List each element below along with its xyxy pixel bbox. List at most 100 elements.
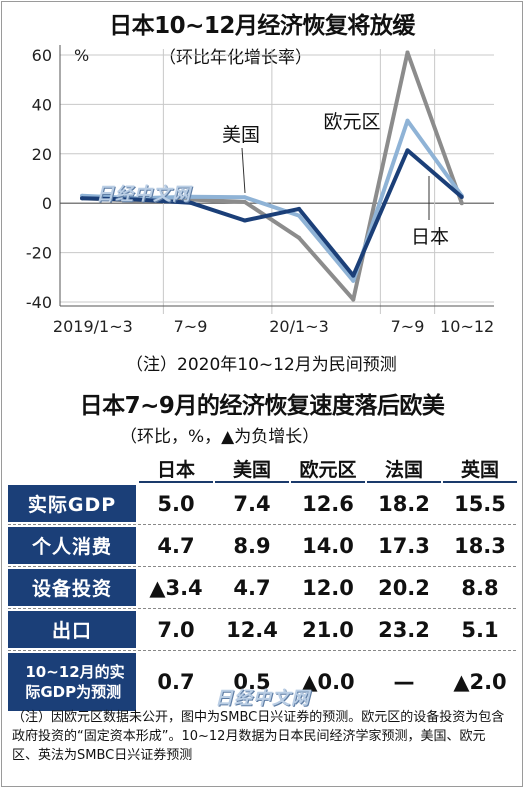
data-point (351, 273, 356, 278)
row-label: 个人消费 (8, 527, 136, 564)
y-tick-label: 20 (32, 145, 52, 164)
table-cell: 20.2 (378, 575, 430, 600)
table-cell: 0.7 (157, 669, 195, 694)
row-label: 实际GDP (8, 485, 136, 522)
table-cell: 0.5 (233, 669, 271, 694)
y-tick-label: 40 (32, 95, 52, 114)
table-cell: ▲0.0 (301, 669, 355, 694)
col-header: 欧元区 (299, 459, 357, 481)
row-label: 10~12月的实 际GDP为预测 (8, 653, 136, 711)
header-underline (291, 481, 365, 483)
table-cell: 18.3 (454, 533, 506, 558)
col-header: 日本 (156, 459, 195, 481)
row-divider (8, 608, 516, 609)
col-header: 法国 (384, 459, 423, 481)
series-label: 美国 (222, 124, 260, 146)
grid-layer (60, 49, 494, 314)
table-cell: 12.0 (302, 575, 354, 600)
data-point (459, 201, 464, 206)
table-cell: 17.3 (378, 533, 430, 558)
series-label: 日本 (411, 226, 449, 248)
y-tick-label: -20 (26, 244, 52, 263)
table-cell: 4.7 (157, 533, 195, 558)
table-cell: 12.4 (226, 617, 278, 642)
table-header-row: 日本 美国 欧元区 法国 英国 (8, 455, 517, 483)
table-cell: 8.9 (233, 533, 271, 558)
y-tick-label: 0 (42, 194, 52, 213)
y-unit-label: % (74, 46, 89, 65)
x-tick-label: 20/1~3 (269, 317, 329, 336)
header-underline (443, 481, 517, 483)
data-point (351, 297, 356, 302)
x-tick-label: 2019/1~3 (53, 317, 133, 336)
data-point (188, 200, 193, 205)
series-label: 欧元区 (323, 111, 380, 133)
table-cell: 7.0 (157, 617, 195, 642)
axis-layer: 60 40 20 0 -20 -40% 2019/1~3 7~9 20/1~3 7~9 10~12 (26, 45, 494, 336)
x-tick-label: 7~9 (174, 317, 208, 336)
table-cell: 18.2 (378, 491, 430, 516)
table-cell: 4.7 (233, 575, 271, 600)
x-tick-label: 7~9 (391, 317, 425, 336)
table-cell: ▲3.4 (149, 575, 203, 600)
table-cell: — (393, 669, 415, 694)
table-row: 出口 7.0 12.4 21.0 23.2 5.1 (8, 611, 516, 651)
table-title: 日本7~9月的经济恢复速度落后欧美 (79, 393, 445, 419)
data-point (405, 148, 410, 153)
watermark: 日经中文网 (215, 688, 310, 709)
table-subtitle: （环比，%，▲为负增长） (120, 427, 320, 447)
data-point (80, 196, 84, 201)
row-label-line: 际GDP为预测 (25, 683, 122, 701)
table-cell: 8.8 (461, 575, 499, 600)
table-cell: 12.6 (302, 491, 354, 516)
data-point (405, 118, 410, 123)
chart-title: 日本10~12月经济恢复将放缓 (109, 13, 415, 39)
table-cell: 5.1 (461, 617, 499, 642)
chart-note: （注）2020年10~12月为民间预测 (126, 355, 397, 375)
table-cell: 21.0 (302, 617, 354, 642)
data-point (297, 206, 301, 211)
data-point (134, 197, 139, 202)
table-row: 实际GDP 5.0 7.4 12.6 18.2 15.5 (8, 485, 516, 525)
row-label: 出口 (8, 611, 136, 648)
col-header: 英国 (460, 459, 499, 481)
series-line-2 (81, 148, 464, 278)
row-label-line: 10~12月的实 (25, 663, 125, 681)
data-point (405, 50, 410, 55)
data-point (188, 194, 193, 199)
row-divider (8, 524, 516, 525)
data-point (242, 199, 247, 204)
leader-line (241, 147, 246, 194)
y-tick-label: -40 (26, 293, 52, 312)
data-point (242, 195, 247, 200)
table-cell: 15.5 (454, 491, 506, 516)
watermark: 日经中文网 (96, 184, 191, 205)
data-point (297, 235, 301, 240)
table-cell: 5.0 (157, 491, 195, 516)
footnote: （注）因欧元区数据未公开，图中为SMBC日兴证券的预测。欧元区的设备投资为包含政… (12, 710, 505, 763)
table-cell: ▲2.0 (453, 669, 507, 694)
row-divider (8, 650, 516, 651)
table-row: 设备投资 ▲3.4 4.7 12.0 20.2 8.8 (8, 569, 516, 609)
table-row: 个人消费 4.7 8.9 14.0 17.3 18.3 (8, 527, 516, 567)
data-point (459, 195, 464, 200)
series-layer (80, 50, 464, 302)
data-point (242, 218, 247, 223)
row-label: 设备投资 (8, 569, 136, 606)
header-underline (139, 481, 213, 483)
table-row: 10~12月的实 际GDP为预测 0.7 0.5 ▲0.0 — ▲2.0 (8, 653, 516, 713)
data-point (351, 278, 356, 283)
data-point (297, 213, 301, 218)
table-cell: 7.4 (233, 491, 271, 516)
col-header: 美国 (232, 459, 271, 481)
y-tick-label: 60 (32, 46, 52, 65)
table-cell: 14.0 (302, 533, 354, 558)
row-divider (8, 566, 516, 567)
x-tick-label: 10~12 (440, 317, 494, 336)
header-underline (215, 481, 289, 483)
table-cell: 23.2 (378, 617, 430, 642)
header-underline (367, 481, 441, 483)
